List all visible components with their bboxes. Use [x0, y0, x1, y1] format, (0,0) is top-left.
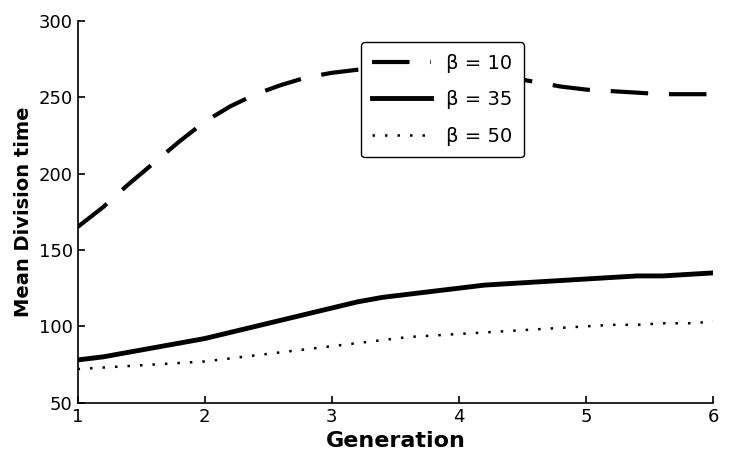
- X-axis label: Generation: Generation: [325, 431, 465, 451]
- Legend: β = 10, β = 35, β = 50: β = 10, β = 35, β = 50: [361, 42, 524, 157]
- Y-axis label: Mean Division time: Mean Division time: [14, 106, 33, 317]
